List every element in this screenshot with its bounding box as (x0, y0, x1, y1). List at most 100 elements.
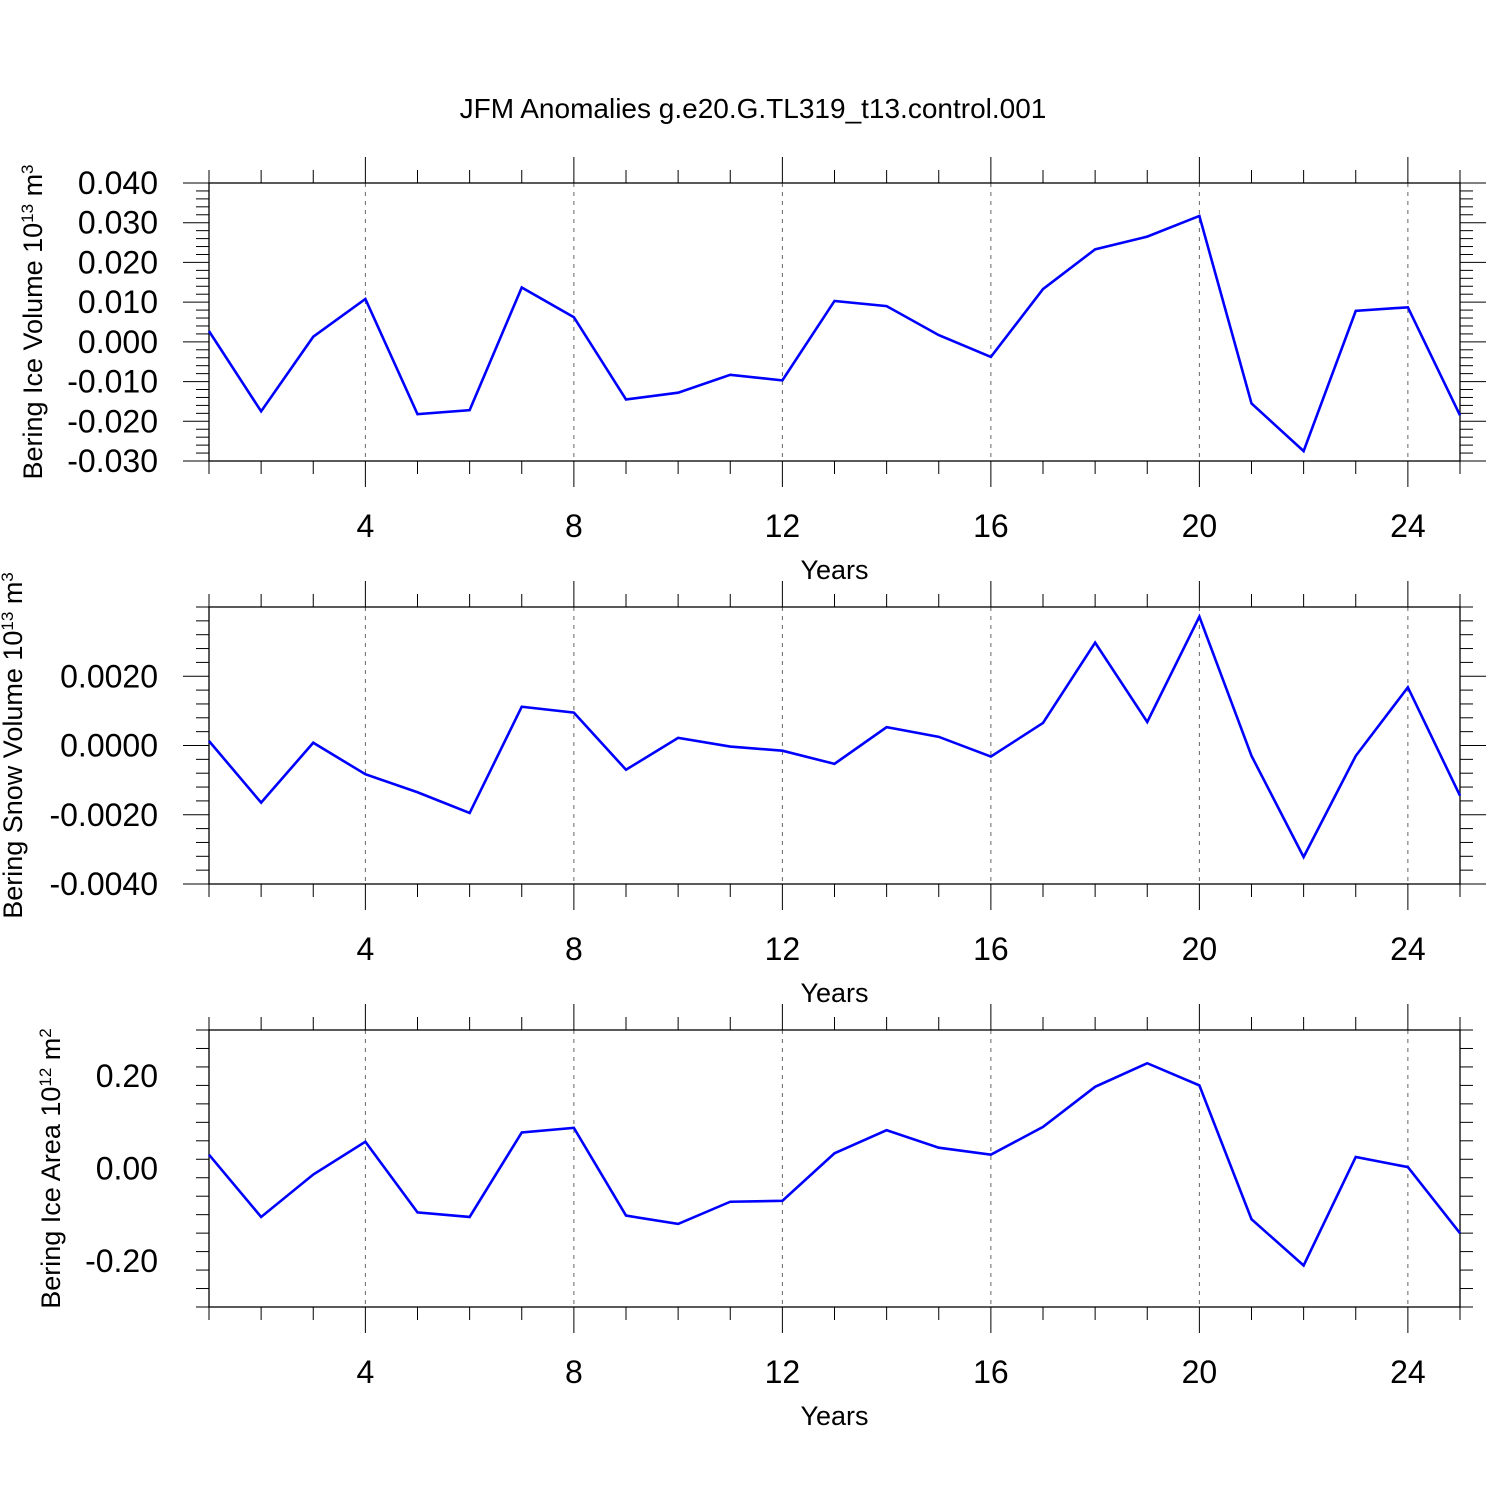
data-point (416, 1210, 420, 1214)
data-point (468, 408, 472, 412)
data-point (1302, 1263, 1306, 1267)
x-axis-label: Years (800, 978, 868, 1008)
data-point (1250, 754, 1254, 758)
x-tick-label: 16 (973, 931, 1009, 967)
panel-snow-volume: -0.0040 -0.0020 0.0000 0.0020 4 8 12 16 20 24 Year… (0, 572, 1486, 1008)
data-point (468, 1215, 472, 1219)
data-point (937, 1146, 941, 1150)
data-point (520, 705, 524, 709)
y-tick-label: 0.030 (78, 205, 158, 241)
y-axis-label-text: Bering Ice Area 10 (36, 1087, 66, 1309)
data-point (363, 772, 367, 776)
y-tick-label: 0.0020 (60, 658, 158, 694)
x-tick-label: 8 (565, 508, 583, 544)
data-point (728, 373, 732, 377)
x-tick-label: 12 (765, 931, 801, 967)
panel-ice-area: -0.20 0.00 0.20 4 8 12 16 20 24 Years Bering Ice A… (36, 1004, 1473, 1431)
data-point (1406, 1165, 1410, 1169)
data-point (1302, 449, 1306, 453)
data-point (520, 285, 524, 289)
data-point (1302, 855, 1306, 859)
data-point (207, 1153, 211, 1157)
data-point (885, 304, 889, 308)
y-tick-label: 0.000 (78, 324, 158, 360)
y-axis-label-superscript: 3 (18, 164, 37, 173)
data-point (676, 1222, 680, 1226)
plot-frame (208, 1029, 1461, 1308)
data-point (833, 299, 837, 303)
data-point (780, 749, 784, 753)
x-tick-label: 16 (973, 1354, 1009, 1390)
data-point (1041, 1125, 1045, 1129)
data-point (989, 1153, 993, 1157)
data-point (468, 811, 472, 815)
x-tick-label: 24 (1390, 1354, 1426, 1390)
data-point (1197, 1083, 1201, 1087)
data-point (780, 1199, 784, 1203)
data-point (1354, 309, 1358, 313)
x-tick-label: 24 (1390, 508, 1426, 544)
plot-frame (208, 182, 1461, 462)
data-point (885, 725, 889, 729)
data-point (416, 790, 420, 794)
x-tick-label: 12 (765, 1354, 801, 1390)
data-point (989, 355, 993, 359)
data-point (676, 736, 680, 740)
data-point (937, 333, 941, 337)
y-axis-label-text: m (18, 174, 48, 204)
data-point (1145, 1061, 1149, 1065)
y-tick-label: 0.010 (78, 284, 158, 320)
y-axis-label-text: Bering Snow Volume 10 (0, 631, 28, 919)
x-tick-label: 16 (973, 508, 1009, 544)
data-point (1406, 685, 1410, 689)
data-point (937, 735, 941, 739)
data-point (780, 378, 784, 382)
y-tick-label: -0.020 (67, 403, 158, 439)
series-line-ice-area (208, 1061, 1462, 1268)
y-tick-label: 0.20 (96, 1058, 158, 1094)
data-point (624, 397, 628, 401)
data-point (572, 711, 576, 715)
x-axis-label: Years (800, 1401, 868, 1431)
data-point (728, 1200, 732, 1204)
x-tick-label: 20 (1182, 508, 1218, 544)
data-point (572, 315, 576, 319)
data-point (1250, 401, 1254, 405)
data-point (259, 1215, 263, 1219)
data-point (363, 297, 367, 301)
x-axis-label: Years (800, 555, 868, 585)
data-point (989, 755, 993, 759)
data-point (259, 801, 263, 805)
y-tick-label: 0.020 (78, 244, 158, 280)
y-axis-label-superscript: 2 (36, 1028, 55, 1037)
x-tick-label: 8 (565, 931, 583, 967)
y-axis-label-superscript: 13 (18, 204, 37, 223)
plot-frame (208, 606, 1461, 885)
data-point (1354, 1155, 1358, 1159)
data-point (833, 762, 837, 766)
data-point (1145, 235, 1149, 239)
y-tick-label: -0.010 (67, 364, 158, 400)
data-point (572, 1126, 576, 1130)
data-point (1458, 794, 1462, 798)
data-point (1093, 247, 1097, 251)
data-point (311, 335, 315, 339)
y-axis-label-superscript: 12 (36, 1068, 55, 1087)
data-point (885, 1128, 889, 1132)
data-point (624, 1214, 628, 1218)
y-tick-label: -0.0020 (49, 797, 158, 833)
x-tick-label: 4 (356, 508, 374, 544)
chart-title: JFM Anomalies g.e20.G.TL319_t13.control.… (460, 93, 1047, 124)
y-tick-label: 0.00 (96, 1151, 158, 1187)
data-point (1093, 1085, 1097, 1089)
y-axis-label-text: m (0, 582, 28, 612)
series-line-ice-volume (207, 214, 1462, 454)
data-point (728, 745, 732, 749)
data-point (1197, 214, 1201, 218)
data-point (520, 1130, 524, 1134)
data-point (1250, 1217, 1254, 1221)
data-point (207, 739, 211, 743)
